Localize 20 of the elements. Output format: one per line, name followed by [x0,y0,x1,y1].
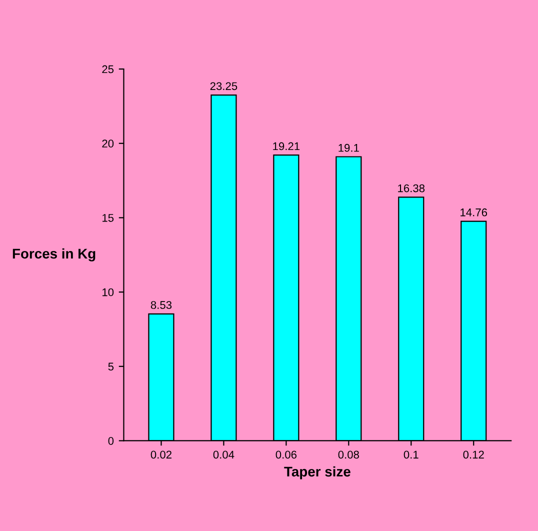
x-tick-label: 0.12 [463,450,484,459]
y-tick-label: 25 [102,65,114,74]
x-tick-label: 0.08 [338,450,359,459]
y-tick-label: 15 [102,214,114,222]
data-label: 19.21 [273,142,300,150]
y-tick-label: 10 [102,288,114,296]
y-tick-label: 20 [102,140,114,148]
data-label: 16.38 [398,184,425,192]
data-label: 8.53 [150,301,172,309]
data-label: 14.76 [460,208,488,216]
x-tick-label: 0.02 [150,450,172,459]
x-axis-title: Taper size [284,466,350,480]
data-label: 19.1 [338,144,359,152]
x-tick-label: 0.1 [404,450,418,459]
y-axis-title: Forces in Kg [12,248,96,262]
data-label: 23.25 [210,82,238,90]
x-tick-label: 0.06 [276,450,297,459]
y-tick-label: 5 [108,362,114,371]
x-tick-label: 0.04 [213,450,234,459]
y-tick-label: 0 [108,436,114,445]
